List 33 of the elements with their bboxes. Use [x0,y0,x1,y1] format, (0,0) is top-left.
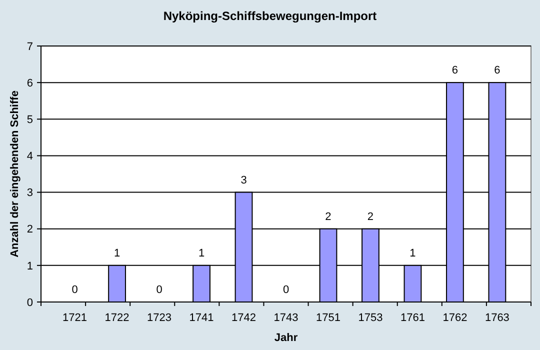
data-label: 2 [367,210,374,223]
data-label: 6 [452,64,458,77]
x-axis-title: Jahr [274,332,298,344]
data-label: 1 [198,247,205,260]
data-label: 0 [156,284,162,296]
y-tick-label: 7 [26,40,33,53]
x-tick-label: 1722 [104,312,130,324]
x-tick-label: 1742 [232,312,256,324]
y-tick-label: 0 [26,296,33,309]
x-tick-label: 1763 [484,312,510,324]
y-tick-label: 6 [26,77,33,90]
x-tick-label: 1751 [316,312,340,324]
x-tick-label: 1723 [147,312,172,324]
y-tick-label: 2 [26,224,33,236]
x-tick-label: 1753 [358,312,383,324]
y-axis-title: Anzahl der eingehenden Schiffe [9,90,21,258]
data-label: 0 [72,284,78,296]
chart-title: Nyköping-Schiffsbewegungen-Import [163,9,377,23]
data-label: 3 [240,174,247,186]
x-tick-label: 1741 [189,312,214,324]
y-tick-label: 3 [26,187,33,200]
x-tick-label: 1743 [274,312,298,324]
y-tick-label: 4 [26,150,33,163]
data-label: 0 [282,284,290,296]
data-label: 2 [325,210,332,223]
data-label: 1 [410,247,416,260]
data-label: 1 [114,247,120,260]
x-tick-label: 1762 [442,312,468,324]
x-tick-label: 1721 [62,312,88,324]
y-tick-label: 5 [26,114,33,126]
data-label: 6 [494,64,500,77]
y-tick-label: 1 [26,260,33,272]
x-tick-label: 1761 [400,312,425,324]
